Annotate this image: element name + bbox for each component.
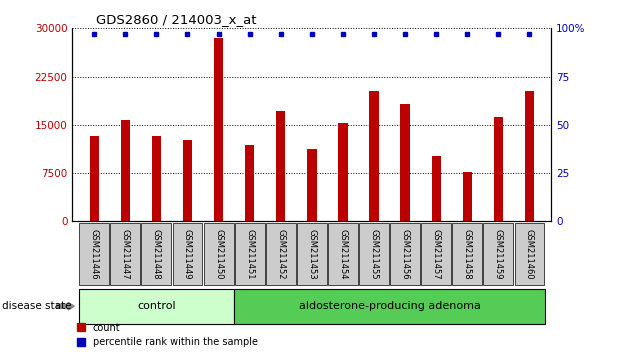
Bar — [390, 223, 420, 285]
Bar — [79, 289, 234, 324]
Bar — [525, 91, 534, 221]
Text: GSM211453: GSM211453 — [307, 229, 316, 279]
Text: GSM211460: GSM211460 — [525, 229, 534, 279]
Text: GSM211456: GSM211456 — [401, 229, 410, 279]
Text: GSM211455: GSM211455 — [370, 229, 379, 279]
Text: GSM211446: GSM211446 — [89, 229, 99, 279]
Bar — [245, 145, 255, 221]
Bar — [120, 120, 130, 221]
Text: GSM211448: GSM211448 — [152, 229, 161, 279]
Text: GDS2860 / 214003_x_at: GDS2860 / 214003_x_at — [96, 13, 257, 26]
Bar — [276, 111, 285, 221]
Text: GSM211457: GSM211457 — [432, 229, 441, 279]
Text: aldosterone-producing adenoma: aldosterone-producing adenoma — [299, 301, 481, 311]
Bar — [369, 91, 379, 221]
Legend: count, percentile rank within the sample: count, percentile rank within the sample — [77, 322, 258, 347]
Bar — [462, 172, 472, 221]
Text: GSM211459: GSM211459 — [494, 229, 503, 279]
Bar — [307, 149, 316, 221]
Text: GSM211458: GSM211458 — [463, 229, 472, 279]
Bar — [401, 104, 410, 221]
Bar — [89, 136, 99, 221]
Bar — [235, 223, 265, 285]
Text: GSM211451: GSM211451 — [245, 229, 254, 279]
Text: GSM211452: GSM211452 — [277, 229, 285, 279]
Bar — [515, 223, 544, 285]
Bar — [214, 38, 223, 221]
Bar — [142, 223, 171, 285]
Bar — [152, 136, 161, 221]
Bar — [173, 223, 202, 285]
Bar — [452, 223, 482, 285]
Bar — [183, 139, 192, 221]
Bar — [234, 289, 545, 324]
Text: GSM211450: GSM211450 — [214, 229, 223, 279]
Bar — [79, 223, 109, 285]
Bar — [359, 223, 389, 285]
Bar — [338, 124, 348, 221]
Bar — [328, 223, 358, 285]
Bar — [421, 223, 451, 285]
Bar — [266, 223, 295, 285]
Text: disease state: disease state — [2, 301, 71, 311]
Bar — [494, 117, 503, 221]
Text: control: control — [137, 301, 176, 311]
Bar — [297, 223, 327, 285]
Bar — [110, 223, 140, 285]
Bar — [203, 223, 234, 285]
Text: GSM211454: GSM211454 — [338, 229, 347, 279]
Bar — [432, 156, 441, 221]
Text: GSM211449: GSM211449 — [183, 229, 192, 279]
Text: GSM211447: GSM211447 — [121, 229, 130, 279]
Bar — [483, 223, 513, 285]
